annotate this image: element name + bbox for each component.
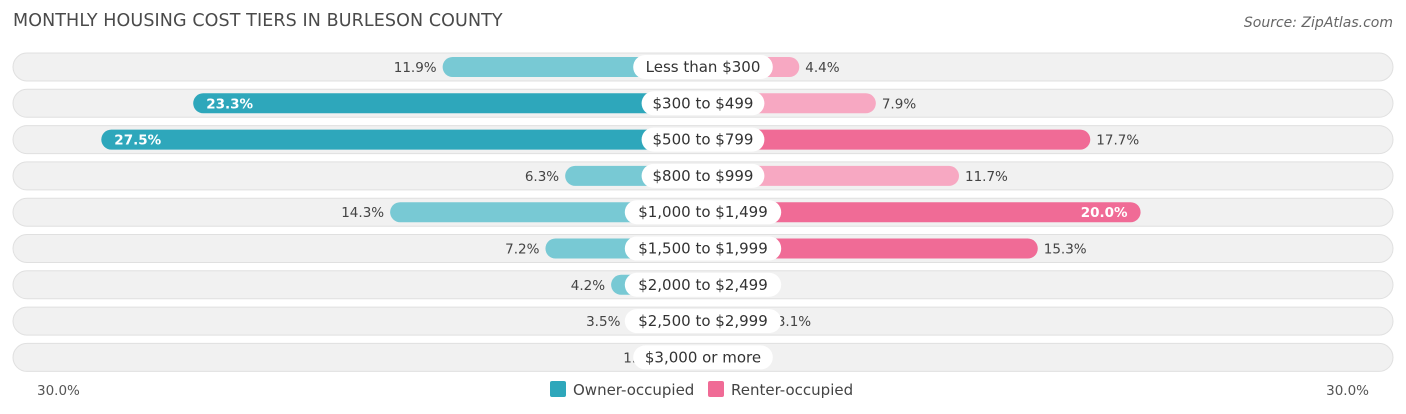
category-pill — [624, 236, 782, 261]
renter-bar — [703, 129, 1091, 150]
renter-value-label: 7.9% — [882, 96, 916, 112]
category-label: $500 to $799 — [653, 131, 754, 149]
category-pill — [633, 345, 773, 370]
owner-value-label: 11.9% — [394, 60, 437, 76]
renter-value-label: 11.7% — [965, 169, 1008, 185]
legend-swatch-renter — [708, 381, 724, 397]
legend-label-owner: Owner-occupied — [573, 381, 694, 399]
renter-bar — [703, 238, 1038, 259]
owner-value-label: 4.2% — [571, 278, 605, 294]
renter-value-label: 4.4% — [805, 60, 839, 76]
category-label: Less than $300 — [646, 58, 761, 76]
renter-value-label: 3.1% — [777, 314, 811, 330]
category-pill — [641, 127, 765, 152]
category-pill — [641, 91, 765, 116]
owner-value-label: 7.2% — [505, 242, 539, 258]
owner-value-label: 6.3% — [525, 169, 559, 185]
renter-value-label: 17.7% — [1096, 133, 1139, 149]
legend-swatch-owner — [550, 381, 566, 397]
category-label: $1,000 to $1,499 — [638, 203, 768, 221]
owner-value-label: 23.3% — [206, 96, 253, 112]
axis-label-left: 30.0% — [37, 383, 80, 399]
renter-bar — [703, 202, 1141, 223]
renter-value-label: 15.3% — [1044, 242, 1087, 258]
category-label: $1,500 to $1,999 — [638, 240, 768, 258]
chart-title: MONTHLY HOUSING COST TIERS IN BURLESON C… — [13, 11, 503, 31]
category-pill — [624, 309, 782, 334]
category-label: $2,000 to $2,499 — [638, 276, 768, 294]
category-pill — [624, 200, 782, 225]
category-label: $2,500 to $2,999 — [638, 312, 768, 330]
chart-source: Source: ZipAtlas.com — [1243, 15, 1393, 31]
owner-value-label: 27.5% — [114, 133, 161, 149]
owner-bar — [390, 202, 703, 223]
owner-bar — [101, 129, 704, 150]
axis-label-right: 30.0% — [1326, 383, 1369, 399]
category-pill — [624, 272, 782, 297]
category-label: $3,000 or more — [645, 348, 761, 366]
owner-value-label: 14.3% — [341, 205, 384, 221]
owner-bar — [193, 93, 704, 114]
category-label: $300 to $499 — [653, 94, 754, 112]
renter-value-label: 20.0% — [1081, 205, 1128, 221]
category-pill — [641, 163, 765, 188]
owner-value-label: 3.5% — [586, 314, 620, 330]
category-label: $800 to $999 — [653, 167, 754, 185]
category-pill — [633, 55, 773, 79]
legend-label-renter: Renter-occupied — [731, 381, 853, 399]
renter-bar — [703, 165, 959, 186]
